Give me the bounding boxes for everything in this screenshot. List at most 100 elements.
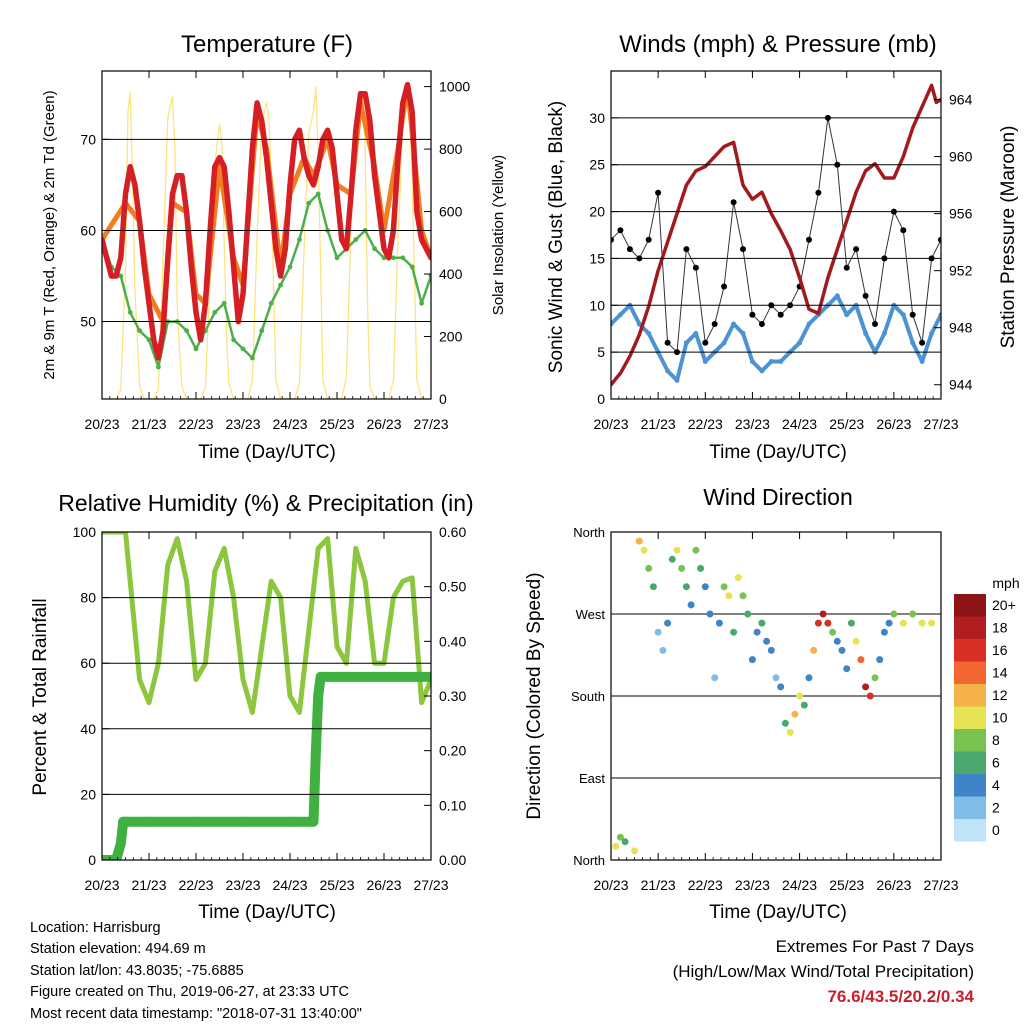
gust-point [900, 227, 907, 234]
dewpoint-point [137, 328, 143, 334]
precip-point [111, 855, 122, 860]
precip-point [285, 816, 295, 827]
humidity-xtick-label: 27/23 [413, 877, 448, 893]
direction-point [649, 583, 657, 591]
extremes-line2: (High/Low/Max Wind/Total Precipitation) [672, 962, 974, 981]
elevation-text: Station elevation: 494.69 m [30, 941, 206, 958]
direction-xtick-label: 25/23 [829, 877, 864, 893]
precip-point [315, 671, 326, 682]
winds-xtick-label: 24/23 [782, 416, 817, 432]
station-info: Location: Harrisburg Station elevation: … [30, 918, 362, 1025]
timestamp-text: Most recent data timestamp: "2018-07-31 … [30, 1005, 362, 1022]
legend-swatch [954, 774, 986, 797]
humidity-ytick-right-label: 0.30 [439, 688, 466, 704]
direction-point [909, 610, 917, 618]
gust-point [664, 339, 671, 346]
legend-swatch [954, 661, 986, 684]
gust-point [758, 321, 765, 327]
gust-point [815, 189, 822, 196]
direction-point [664, 619, 672, 627]
precip-point [238, 816, 248, 827]
humidity-panel: Relative Humidity (%) & Precipitation (i… [30, 490, 474, 923]
temperature-ytick-right-label: 200 [439, 329, 463, 345]
temperature-xtick-label: 21/23 [131, 416, 166, 432]
gust-point [617, 227, 624, 234]
direction-point [668, 555, 676, 563]
direction-point [767, 646, 775, 654]
winds-ytick-label: 20 [589, 204, 605, 220]
gust-point [692, 264, 699, 271]
dewpoint-point [419, 300, 424, 306]
direction-point [814, 619, 822, 627]
direction-point [791, 710, 799, 718]
legend-label: 14 [992, 665, 1008, 681]
direction-point [928, 619, 936, 627]
direction-point [847, 619, 855, 627]
humidity-xtick-label: 26/23 [366, 877, 401, 893]
winds-ytick-right-label: 956 [949, 206, 973, 222]
humidity-xtick-label: 20/23 [84, 877, 119, 893]
temperature-xtick-label: 22/23 [178, 416, 213, 432]
direction-point [673, 546, 681, 554]
winds-title: Winds (mph) & Pressure (mb) [619, 31, 936, 58]
legend-title: mph [992, 575, 1019, 591]
direction-point [715, 619, 723, 627]
sonic-wind-point [910, 340, 916, 346]
direction-point [744, 610, 752, 618]
winds-xtick-label: 23/23 [735, 416, 770, 432]
pressure-line [611, 83, 941, 387]
precip-line [102, 671, 431, 860]
legend-label: 18 [992, 620, 1008, 636]
direction-xtick-label: 20/23 [593, 877, 628, 893]
sonic-wind-point [759, 368, 765, 374]
sonic-wind-point [844, 312, 850, 318]
direction-point [659, 646, 667, 654]
gust-point [626, 246, 633, 253]
legend-swatch [954, 684, 986, 707]
direction-point [725, 592, 733, 600]
direction-point [682, 583, 690, 591]
winds-ytick-label: 15 [589, 250, 605, 266]
direction-plot-border [610, 531, 942, 861]
legend-label: 12 [992, 687, 1008, 703]
sonic-wind-point [683, 340, 689, 346]
direction-point [631, 847, 639, 855]
direction-panel: Wind Direction Direction (Colored By Spe… [524, 484, 1020, 923]
precip-point [120, 816, 131, 827]
direction-series-group [612, 537, 936, 855]
sonic-wind-point [721, 340, 727, 346]
legend-label: 6 [992, 755, 1000, 771]
direction-point [711, 674, 719, 682]
legend-label: 0 [992, 822, 1000, 838]
sonic-wind-point [834, 293, 840, 299]
temperature-ylabel-right: Solar Insolation (Yellow) [490, 155, 507, 315]
direction-point [777, 683, 785, 691]
humidity-ytick-right-label: 0.40 [439, 633, 466, 649]
direction-point [701, 583, 709, 591]
sonic-wind-point [665, 368, 671, 374]
direction-point [635, 537, 643, 545]
temperature-ytick-label: 50 [80, 314, 96, 330]
direction-point [862, 683, 870, 691]
humidity-line [102, 532, 431, 715]
sonic-wind-point [806, 321, 812, 327]
direction-xtick-label: 27/23 [923, 877, 958, 893]
temperature-xlabel: Time (Day/UTC) [198, 442, 336, 463]
gust-point [711, 321, 718, 327]
legend-swatch [954, 751, 986, 774]
direction-point [739, 592, 747, 600]
sonic-wind-point [919, 359, 925, 364]
direction-point [871, 674, 879, 682]
direction-xtick-label: 22/23 [688, 877, 723, 893]
legend-swatch [954, 706, 986, 729]
temperature-ytick-label: 70 [80, 131, 96, 147]
direction-point [852, 637, 860, 645]
humidity-xlabel: Time (Day/UTC) [198, 902, 336, 923]
direction-point [758, 619, 766, 627]
precip-point [115, 838, 126, 849]
direction-point [772, 674, 780, 682]
legend-swatch [954, 729, 986, 752]
gust-point [919, 339, 926, 346]
direction-point [748, 656, 756, 664]
direction-point [918, 619, 926, 627]
